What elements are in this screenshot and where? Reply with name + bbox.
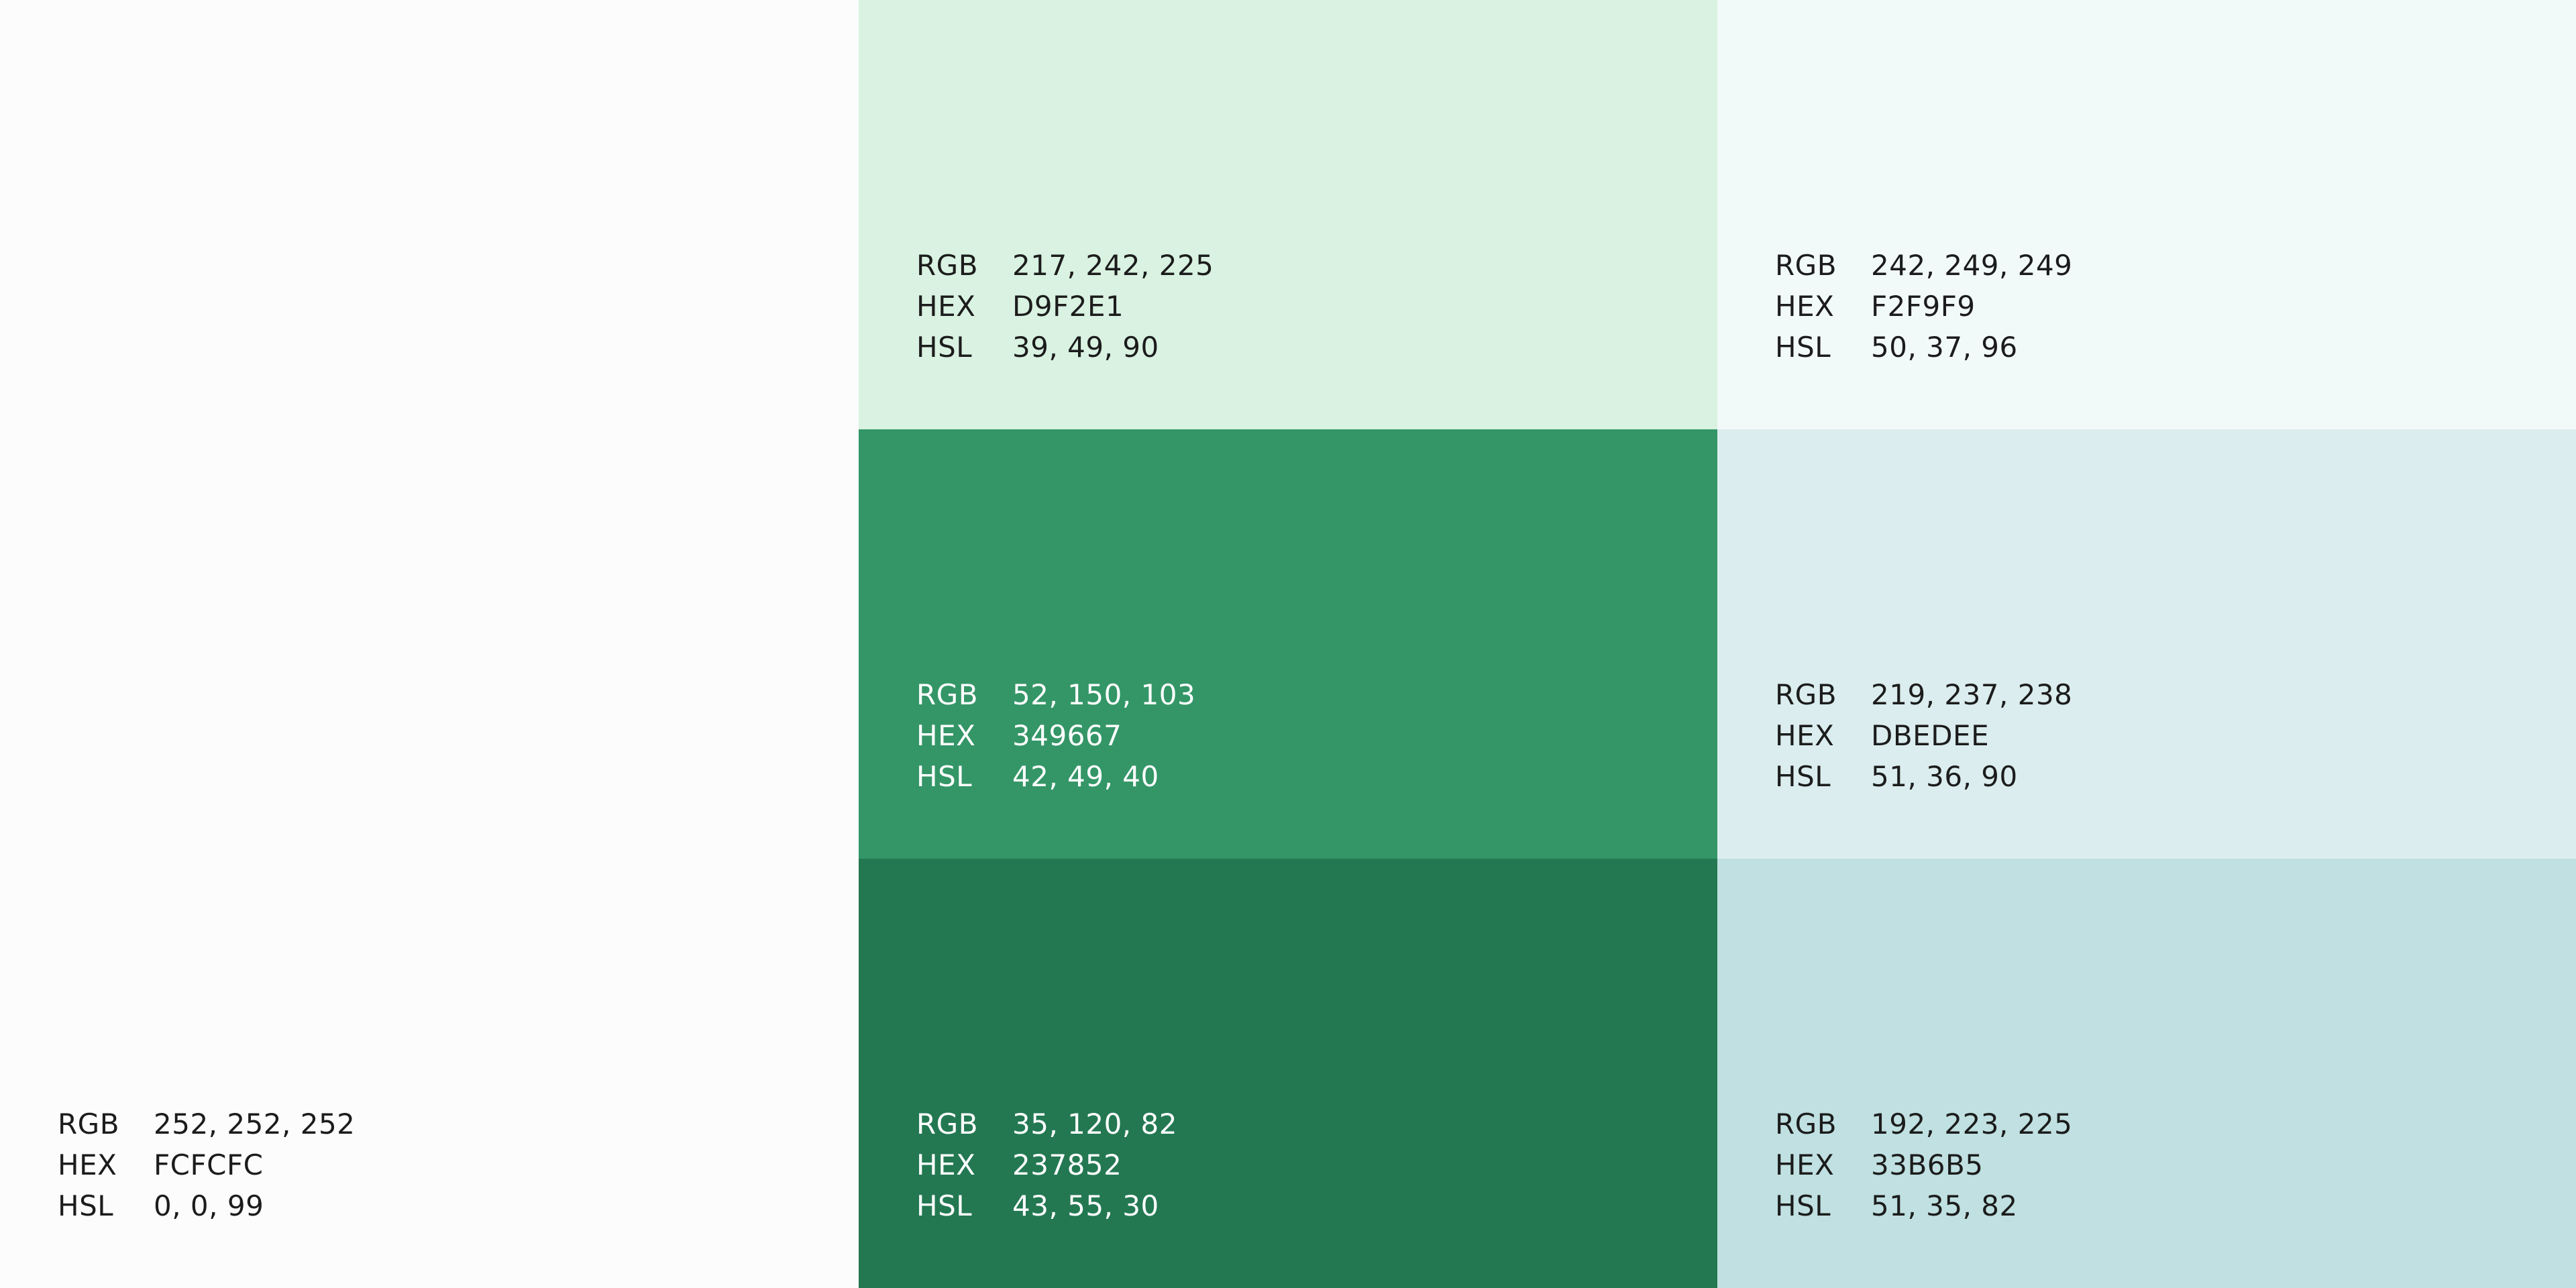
swatch-info: RGB 252, 252, 252 HEX FCFCFC HSL 0, 0, 99: [58, 1104, 355, 1226]
hsl-label: HSL: [1775, 331, 1831, 364]
rgb-value: 35, 120, 82: [1012, 1108, 1177, 1140]
swatch-mint-light: RGB 217, 242, 225 HEX D9F2E1 HSL 39, 49, 90: [859, 0, 1717, 429]
rgb-label: RGB: [1775, 678, 1837, 711]
hsl-label: HSL: [916, 760, 973, 793]
rgb-label: RGB: [916, 1108, 979, 1140]
swatch-info: RGB 35, 120, 82 HEX 237852 HSL 43, 55, 30: [916, 1104, 1177, 1226]
hsl-label: HSL: [1775, 1189, 1831, 1222]
hsl-value: 0, 0, 99: [154, 1189, 264, 1222]
rgb-label: RGB: [1775, 249, 1837, 282]
hex-value: 237852: [1012, 1148, 1122, 1181]
hex-value: DBEDEE: [1871, 719, 1990, 752]
hex-label: HEX: [916, 1148, 976, 1181]
rgb-value: 242, 249, 249: [1871, 249, 2073, 282]
swatch-aqua-light: RGB 219, 237, 238 HEX DBEDEE HSL 51, 36, 90: [1717, 429, 2576, 859]
hex-value: D9F2E1: [1012, 290, 1124, 323]
hex-label: HEX: [1775, 290, 1835, 323]
rgb-label: RGB: [58, 1108, 120, 1140]
rgb-label: RGB: [916, 249, 979, 282]
hex-label: HEX: [58, 1148, 117, 1181]
hsl-label: HSL: [58, 1189, 114, 1222]
hex-value: F2F9F9: [1871, 290, 1976, 323]
hex-value: FCFCFC: [154, 1148, 264, 1181]
swatch-aqua-pale: RGB 242, 249, 249 HEX F2F9F9 HSL 50, 37, 96: [1717, 0, 2576, 429]
hex-value: 349667: [1012, 719, 1122, 752]
hex-value: 33B6B5: [1871, 1148, 1984, 1181]
hsl-value: 50, 37, 96: [1871, 331, 2018, 364]
rgb-value: 252, 252, 252: [154, 1108, 356, 1140]
hex-label: HEX: [916, 719, 976, 752]
rgb-value: 219, 237, 238: [1871, 678, 2073, 711]
hsl-value: 51, 36, 90: [1871, 760, 2018, 793]
hex-label: HEX: [1775, 1148, 1835, 1181]
swatch-green-dark: RGB 35, 120, 82 HEX 237852 HSL 43, 55, 30: [859, 859, 1717, 1288]
hsl-label: HSL: [1775, 760, 1831, 793]
swatch-info: RGB 192, 223, 225 HEX 33B6B5 HSL 51, 35, 82: [1775, 1104, 2072, 1226]
hsl-value: 43, 55, 30: [1012, 1189, 1159, 1222]
hsl-label: HSL: [916, 1189, 973, 1222]
rgb-value: 217, 242, 225: [1012, 249, 1214, 282]
swatch-info: RGB 219, 237, 238 HEX DBEDEE HSL 51, 36, 90: [1775, 674, 2072, 797]
rgb-value: 192, 223, 225: [1871, 1108, 2073, 1140]
hsl-value: 39, 49, 90: [1012, 331, 1159, 364]
rgb-value: 52, 150, 103: [1012, 678, 1196, 711]
rgb-label: RGB: [916, 678, 979, 711]
swatch-info: RGB 52, 150, 103 HEX 349667 HSL 42, 49, 40: [916, 674, 1195, 797]
swatch-aqua-medium: RGB 192, 223, 225 HEX 33B6B5 HSL 51, 35, 82: [1717, 859, 2576, 1288]
rgb-label: RGB: [1775, 1108, 1837, 1140]
swatch-info: RGB 217, 242, 225 HEX D9F2E1 HSL 39, 49, 90: [916, 245, 1214, 368]
hsl-value: 42, 49, 40: [1012, 760, 1159, 793]
swatch-green-medium: RGB 52, 150, 103 HEX 349667 HSL 42, 49, 40: [859, 429, 1717, 859]
hex-label: HEX: [916, 290, 976, 323]
hsl-label: HSL: [916, 331, 973, 364]
swatch-info: RGB 242, 249, 249 HEX F2F9F9 HSL 50, 37, 96: [1775, 245, 2072, 368]
hex-label: HEX: [1775, 719, 1835, 752]
hsl-value: 51, 35, 82: [1871, 1189, 2018, 1222]
swatch-white: RGB 252, 252, 252 HEX FCFCFC HSL 0, 0, 99: [0, 0, 859, 1288]
